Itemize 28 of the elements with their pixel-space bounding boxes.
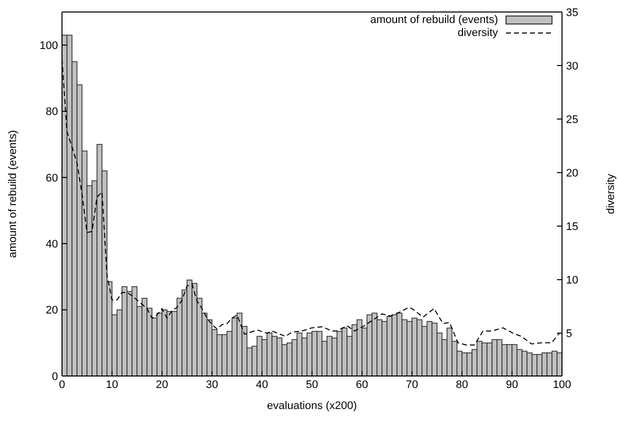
- y-tick-label: 40: [46, 238, 58, 251]
- legend-label: diversity: [458, 26, 498, 38]
- y2-axis-title: diversity: [604, 173, 617, 214]
- x-tick-label: 80: [456, 378, 468, 391]
- y2-tick-label: 30: [566, 60, 578, 72]
- x-tick-label: 60: [356, 378, 368, 391]
- x-axis-title: evaluations (x200): [267, 400, 357, 412]
- y2-tick-label: 10: [566, 274, 578, 287]
- y2-tick-label: 5: [566, 328, 572, 340]
- x-tick-label: 50: [306, 378, 318, 391]
- x-tick-label: 20: [156, 378, 168, 391]
- y-tick-label: 60: [46, 172, 58, 184]
- y2-tick-label: 25: [566, 114, 578, 126]
- legend-label: amount of rebuild (events): [370, 14, 498, 26]
- x-tick-label: 40: [256, 378, 268, 391]
- y2-tick-label: 15: [566, 221, 578, 234]
- y2-tick-label: 35: [566, 6, 578, 19]
- y-tick-label: 20: [46, 304, 58, 317]
- y-tick-label: 0: [52, 370, 58, 383]
- y-axis-title: amount of rebuild (events): [6, 130, 19, 258]
- y2-tick-label: 20: [566, 167, 578, 180]
- x-tick-label: 10: [106, 378, 118, 391]
- x-tick-label: 30: [206, 378, 218, 391]
- x-tick-label: 70: [406, 378, 418, 391]
- y-tick-label: 80: [46, 106, 58, 118]
- y-tick-label: 100: [40, 40, 58, 52]
- x-tick-label: 90: [506, 378, 518, 391]
- x-tick-label: 100: [552, 378, 572, 391]
